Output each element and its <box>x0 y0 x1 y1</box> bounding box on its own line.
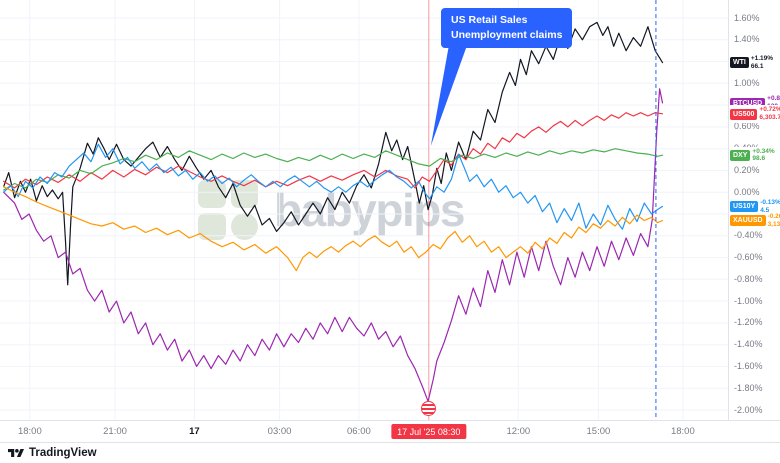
price-axis-label: -1.60% <box>734 360 763 371</box>
time-axis-label: 15:00 <box>586 426 611 437</box>
series-symbol-badge: XAUUSD <box>730 215 766 227</box>
price-axis-label: -0.40% <box>734 230 763 241</box>
time-axis-label: 18:00 <box>17 426 42 437</box>
series-change-and-last: +1.19% 66.1 <box>750 55 774 70</box>
chart-plot-area[interactable]: babypips US Retail Sales Unemployment cl… <box>0 0 728 420</box>
price-axis-label: -0.60% <box>734 252 763 263</box>
price-axis-label: 0.60% <box>734 121 760 132</box>
price-axis-label: -1.20% <box>734 317 763 328</box>
event-time-badge[interactable]: 17 Jul '25 08:30 <box>391 424 467 439</box>
price-axis-label: -0.80% <box>734 273 763 284</box>
price-axis-label: -1.00% <box>734 295 763 306</box>
series-symbol-badge: WTI <box>730 57 749 69</box>
series-symbol-badge: BTCUSD <box>730 97 766 109</box>
series-change-and-last: -0.26%3,139.1 <box>767 213 780 228</box>
tradingview-label[interactable]: TradingView <box>29 447 97 459</box>
series-change-and-last: +0.72% 6,303.7 <box>759 106 780 122</box>
time-axis-label: 17 <box>189 426 200 437</box>
series-price-label-dxy: DXY +0.34% 98.6 <box>730 146 775 165</box>
price-axis-label: -1.80% <box>734 382 763 393</box>
price-axis-label: 1.60% <box>734 12 760 23</box>
news-annotation-line2: Unemployment claims <box>451 29 563 42</box>
series-price-label-xauusd: XAUUSD-0.26%3,139.1 <box>730 212 780 230</box>
time-axis[interactable]: 18:00 21:00 17 03:00 06:00 12:00 15:00 18:00 17 … <box>0 420 780 443</box>
price-axis-label: 1.00% <box>734 77 760 88</box>
series-symbol-badge: DXY <box>730 149 751 161</box>
chart-canvas[interactable] <box>0 0 728 420</box>
news-annotation-line1: US Retail Sales <box>451 14 528 26</box>
time-axis-label: 21:00 <box>103 426 127 437</box>
footer: TradingView <box>0 442 780 463</box>
tradingview-logo-icon[interactable] <box>8 447 24 460</box>
time-axis-label: 12:00 <box>506 426 531 437</box>
price-axis-label: -1.40% <box>734 339 763 350</box>
price-axis[interactable]: 1.60%1.40%1.20%1.00%0.80%0.60%0.40%0.20%… <box>728 0 780 420</box>
time-axis-label: 06:00 <box>347 426 371 437</box>
economic-event-icon[interactable] <box>421 401 437 416</box>
series-price-label-us10y: US10Y -0.13% 4.5 <box>730 197 780 216</box>
series-symbol-badge: US10Y <box>730 201 759 213</box>
news-annotation[interactable]: US Retail Sales Unemployment claims <box>441 8 573 49</box>
price-axis-label: 0.20% <box>734 164 760 175</box>
series-change-and-last: +0.34% 98.6 <box>752 147 775 163</box>
time-axis-label: 03:00 <box>267 426 292 437</box>
series-symbol-badge: US500 <box>730 108 758 120</box>
price-axis-label: -2.00% <box>734 404 763 415</box>
time-axis-label: 18:00 <box>670 426 695 437</box>
series-price-label-wti: WTI +1.19% 66.1 <box>730 54 774 72</box>
price-axis-label: 1.40% <box>734 34 760 45</box>
series-price-label-us500: US500 +0.72% 6,303.7 <box>730 105 780 123</box>
series-change-and-last: -0.13% 4.5 <box>760 198 780 214</box>
price-axis-label: 0.00% <box>734 186 760 197</box>
